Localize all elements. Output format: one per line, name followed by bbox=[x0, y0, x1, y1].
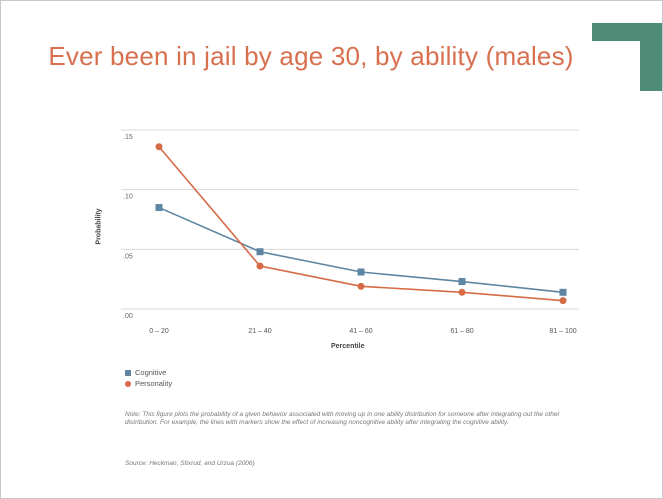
x-tick-label: 41 – 60 bbox=[349, 328, 372, 335]
x-tick-label: 0 – 20 bbox=[149, 328, 169, 335]
legend-label-cognitive: Cognitive bbox=[135, 368, 167, 377]
data-point-cognitive bbox=[357, 268, 365, 276]
chart-title: Ever been in jail by age 30, by ability … bbox=[48, 41, 574, 71]
x-tick-label: 61 – 80 bbox=[450, 328, 473, 335]
y-tick-label: .15 bbox=[123, 134, 133, 141]
corner-bracket-icon bbox=[592, 23, 662, 91]
data-point-personality bbox=[256, 262, 264, 270]
data-point-cognitive bbox=[256, 248, 264, 256]
data-point-personality bbox=[559, 297, 567, 305]
figure-source: Source: Heckman, Stixrud, and Urzua (200… bbox=[125, 460, 255, 467]
series-line-cognitive bbox=[158, 206, 564, 294]
data-point-personality bbox=[357, 282, 365, 290]
circle-marker-icon bbox=[125, 380, 131, 387]
y-tick-label: .10 bbox=[123, 194, 133, 201]
x-tick-label: 81 – 100 bbox=[549, 328, 576, 335]
legend-label-personality: Personality bbox=[135, 379, 173, 388]
y-axis-label: Probability bbox=[95, 208, 103, 245]
data-point-cognitive bbox=[458, 278, 466, 286]
x-tick-label: 21 – 40 bbox=[248, 328, 271, 335]
square-marker-icon bbox=[125, 369, 131, 376]
y-tick-label: .05 bbox=[123, 253, 133, 260]
data-point-personality bbox=[458, 288, 466, 296]
data-point-personality bbox=[155, 143, 163, 151]
data-point-cognitive bbox=[559, 288, 567, 296]
legend: Cognitive Personality bbox=[125, 367, 172, 389]
legend-item-personality: Personality bbox=[125, 378, 172, 389]
series-line-personality bbox=[158, 146, 564, 302]
y-tick-label: .00 bbox=[123, 313, 133, 320]
x-axis-label: Percentile bbox=[331, 343, 365, 350]
legend-item-cognitive: Cognitive bbox=[125, 367, 172, 378]
figure-note: Note: This figure plots the probability … bbox=[125, 411, 560, 426]
data-point-cognitive bbox=[155, 204, 163, 212]
